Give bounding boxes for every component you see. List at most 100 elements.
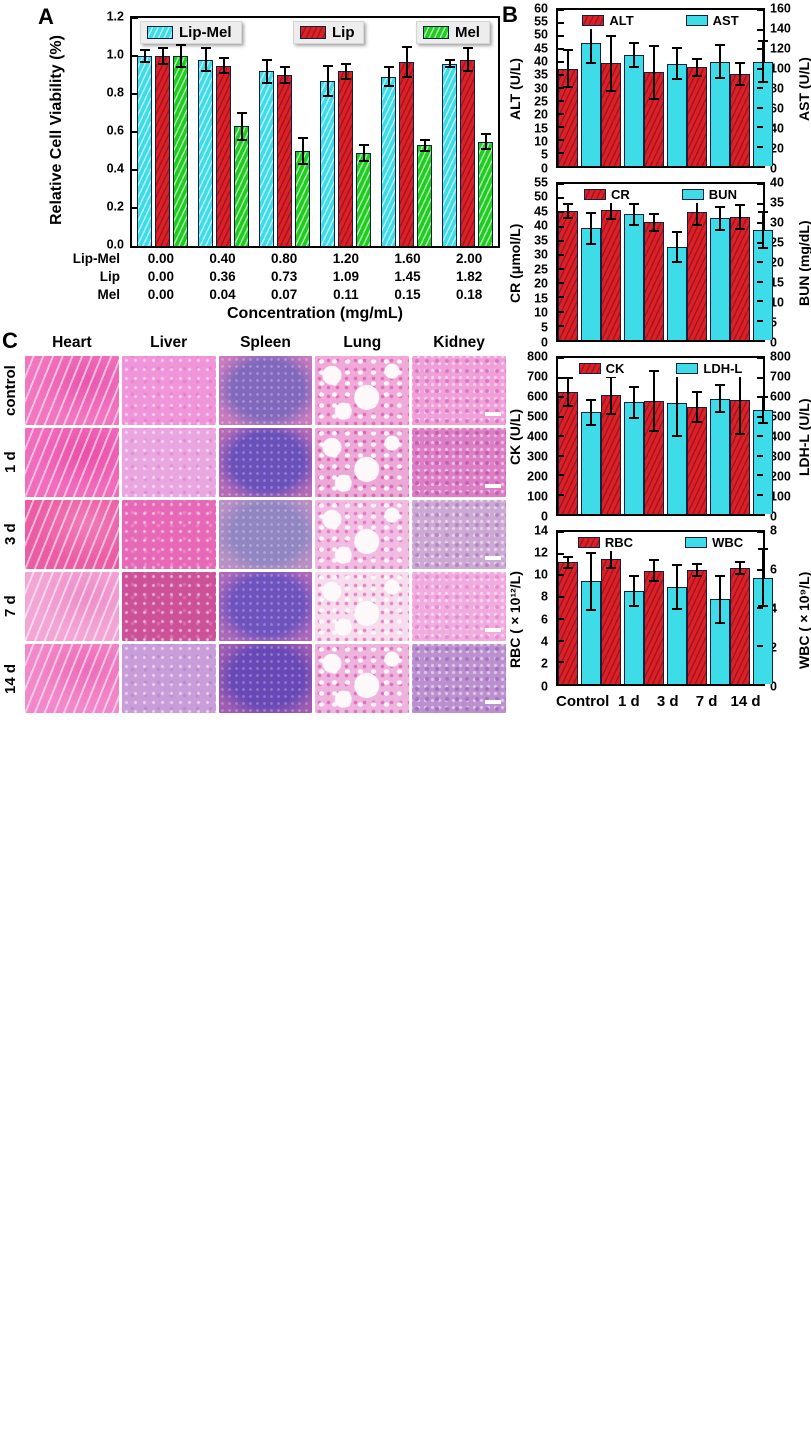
table-value: 0.36 bbox=[209, 268, 236, 284]
legend-entry: ALT bbox=[578, 12, 638, 29]
axis-tick-label: 0.8 bbox=[106, 84, 124, 99]
row-label-text: control bbox=[2, 365, 19, 416]
bar-ldh-l bbox=[710, 398, 730, 514]
bar-cr bbox=[687, 212, 707, 340]
bar-slot bbox=[558, 532, 578, 684]
bar-ck bbox=[558, 392, 578, 514]
organ-header-heart: Heart bbox=[52, 334, 92, 351]
error-bar bbox=[200, 47, 211, 73]
histology-tile-kidney-14-d bbox=[412, 644, 506, 713]
histology-tile-kidney-3-d bbox=[412, 500, 506, 569]
legend-label: ALT bbox=[609, 13, 634, 28]
bar-slot bbox=[710, 532, 730, 684]
bar-slot bbox=[687, 184, 707, 340]
bar-group bbox=[644, 184, 687, 340]
bar-slot bbox=[753, 358, 773, 514]
tick-mark bbox=[558, 552, 564, 555]
axis-tick-label: 6 bbox=[541, 611, 548, 626]
table-value: 1.09 bbox=[332, 268, 359, 284]
bar-slot bbox=[417, 18, 432, 246]
legend-label: Lip-Mel bbox=[179, 24, 232, 41]
error-bar bbox=[139, 49, 150, 63]
bar-mel bbox=[417, 145, 432, 246]
bar-slot bbox=[399, 18, 414, 246]
bar-group bbox=[601, 10, 644, 166]
bar-rbc bbox=[601, 559, 621, 684]
table-value: 0.15 bbox=[394, 286, 421, 302]
category-label: 3 d bbox=[656, 692, 679, 710]
axis-tick-label: 20 bbox=[770, 140, 784, 155]
bar-group bbox=[601, 358, 644, 514]
error-bar bbox=[236, 112, 247, 141]
legend-swatch-rbc bbox=[577, 537, 600, 548]
bar-cr bbox=[644, 222, 664, 340]
bar-alt bbox=[687, 67, 707, 166]
bar-lip-mel bbox=[442, 63, 457, 246]
bar-slot bbox=[601, 358, 621, 514]
row-label-control: control bbox=[2, 356, 22, 425]
tick-mark bbox=[558, 574, 564, 577]
bar-cr bbox=[558, 210, 578, 340]
table-value: 0.11 bbox=[333, 286, 359, 302]
tick-mark bbox=[558, 493, 564, 496]
axis-tick-label: 0 bbox=[541, 334, 548, 349]
bar-ast bbox=[624, 54, 644, 166]
bar-slot bbox=[216, 18, 231, 246]
table-row: Lip 0.00 0.36 0.73 1.09 1.45 1.82 bbox=[36, 267, 500, 285]
error-bar bbox=[649, 44, 659, 101]
ck-axis-ticks: 0 100 200 300 400 500 600 700 800 bbox=[506, 350, 552, 522]
error-bar bbox=[629, 574, 639, 608]
table-row: Mel 0.00 0.04 0.07 0.11 0.15 0.18 bbox=[36, 285, 500, 303]
bar-mel bbox=[173, 56, 188, 246]
bar-ldh-l bbox=[753, 410, 773, 514]
tick-mark bbox=[132, 93, 138, 96]
bar-lip bbox=[277, 75, 292, 246]
error-bar bbox=[358, 144, 369, 162]
alt-ast-plot: ALT AST bbox=[556, 8, 773, 168]
error-bar bbox=[672, 47, 682, 81]
legend-swatch-wbc bbox=[685, 537, 708, 548]
tick-mark bbox=[132, 169, 138, 172]
bar-slot bbox=[558, 10, 578, 166]
bar-alt bbox=[558, 68, 578, 166]
error-bar bbox=[586, 398, 596, 426]
bar-slot bbox=[601, 532, 621, 684]
tick-mark bbox=[558, 35, 564, 37]
axis-tick-label: 0.2 bbox=[106, 198, 124, 213]
bar-slot bbox=[667, 10, 687, 166]
bar-ldh-l bbox=[624, 402, 644, 514]
table-value: 0.00 bbox=[147, 250, 174, 266]
bar-group bbox=[644, 358, 687, 514]
error-bar bbox=[715, 44, 725, 80]
bar-lip-mel bbox=[198, 59, 213, 246]
tick-mark bbox=[558, 211, 564, 214]
bar-slot bbox=[558, 184, 578, 340]
bar-ck bbox=[601, 395, 621, 514]
error-bar bbox=[606, 375, 616, 415]
error-bar bbox=[279, 66, 290, 84]
tick-mark bbox=[757, 376, 763, 379]
organ-header-kidney: Kidney bbox=[433, 334, 485, 351]
bar-rbc bbox=[730, 567, 750, 684]
legend-swatch-lip bbox=[299, 26, 326, 39]
table-value: 0.00 bbox=[147, 286, 174, 302]
tick-mark bbox=[558, 596, 564, 599]
panel-b-blood-chemistry: B ALT (U/L) AST (U/L) 0 5 10 15 20 25 30 35 40 45… bbox=[502, 2, 811, 716]
error-bar bbox=[672, 564, 682, 610]
tick-mark bbox=[558, 310, 564, 313]
histology-tile-liver-14-d bbox=[121, 644, 216, 713]
bar-group bbox=[601, 532, 644, 684]
axis-tick-label: 8 bbox=[541, 589, 548, 604]
axis-tick-label: 200 bbox=[527, 468, 548, 483]
bar-slot bbox=[730, 184, 750, 340]
axis-tick-label: 200 bbox=[770, 468, 791, 483]
table-value: 0.00 bbox=[147, 268, 174, 284]
axis-tick-label: 500 bbox=[527, 408, 548, 423]
axis-tick-label: 1.2 bbox=[106, 8, 124, 23]
error-bar bbox=[586, 212, 596, 245]
error-bar bbox=[735, 560, 745, 575]
bar-cr bbox=[730, 216, 750, 340]
histology-tile-heart-1-d bbox=[25, 428, 119, 497]
bar-slot bbox=[624, 184, 644, 340]
panel-c-label: C bbox=[2, 328, 18, 353]
